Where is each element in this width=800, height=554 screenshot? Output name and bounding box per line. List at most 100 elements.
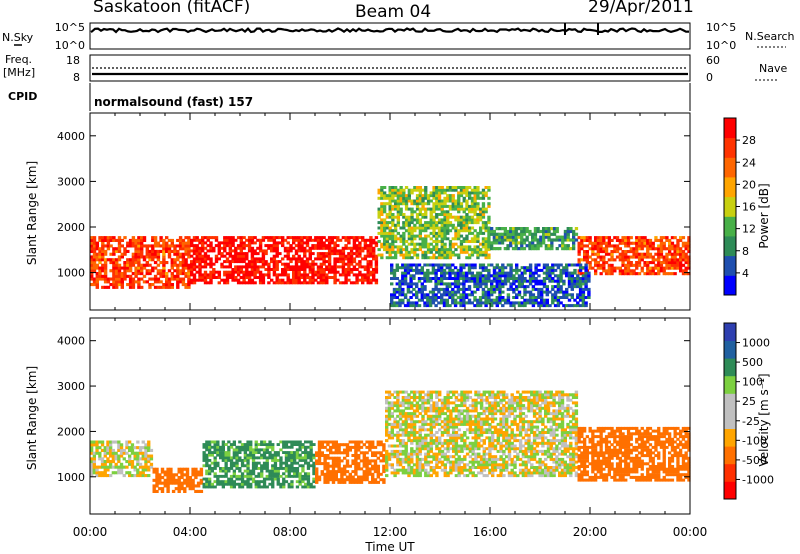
echo-cell [618, 238, 622, 242]
echo-cell [506, 235, 510, 239]
echo-cell [440, 218, 444, 222]
echo-cell [417, 279, 422, 283]
echo-cell [632, 247, 636, 251]
echo-cell [467, 263, 472, 267]
echo-cell [654, 236, 658, 240]
echo-cell [90, 460, 94, 464]
echo-cell [326, 464, 330, 468]
echo-cell [134, 274, 138, 278]
echo-cell [202, 456, 206, 460]
echo-cell [490, 274, 494, 278]
echo-cell [306, 485, 311, 489]
echo-cell [399, 237, 403, 241]
echo-cell [584, 301, 588, 305]
echo-cell [492, 298, 497, 302]
echo-cell [228, 244, 232, 248]
echo-cell [407, 250, 411, 254]
echo-cell [286, 257, 290, 261]
echo-cell [362, 478, 366, 482]
echo-cell [539, 244, 543, 248]
echo-cell [470, 221, 475, 225]
echo-cell [673, 261, 677, 265]
echo-cell [584, 277, 588, 280]
colorbar-segment [724, 255, 736, 276]
echo-cell [122, 451, 126, 455]
echo-cell [201, 257, 205, 261]
echo-cell [607, 238, 611, 242]
echo-cell [151, 236, 155, 240]
echo-cell [136, 471, 140, 475]
echo-cell [250, 262, 255, 266]
echo-cell [473, 279, 477, 283]
echo-cell [435, 199, 439, 203]
echo-cell [547, 229, 551, 234]
echo-cell [141, 465, 145, 469]
echo-cell [591, 247, 595, 251]
echo-cell [147, 474, 151, 478]
echo-cell [303, 262, 307, 266]
echo-cell [225, 244, 230, 248]
echo-cell [421, 196, 425, 200]
echo-cell [123, 252, 127, 256]
echo-cell [253, 270, 257, 274]
echo-cell [506, 271, 511, 275]
echo-cell [249, 469, 253, 473]
echo-cell [319, 246, 323, 250]
echo-cell [569, 229, 573, 234]
echo-cell [420, 277, 424, 280]
echo-cell [440, 287, 444, 291]
echo-cell [621, 263, 625, 267]
echo-cell [176, 252, 180, 256]
echo-cell [323, 467, 327, 471]
echo-cell [245, 268, 249, 271]
echo-cell [565, 271, 569, 275]
echo-cell [178, 280, 183, 284]
echo-cell [498, 266, 502, 270]
echo-cell [577, 261, 581, 265]
echo-cell [90, 269, 94, 273]
echo-cell [511, 247, 516, 251]
echo-cell [300, 273, 304, 277]
echo-cell [665, 263, 669, 267]
echo-cell [95, 448, 99, 452]
echo-cell [195, 252, 199, 256]
echo-cell [534, 266, 538, 270]
echo-cell [391, 186, 395, 189]
echo-cell [357, 448, 361, 452]
echo-cell [459, 298, 463, 302]
echo-cell [206, 281, 210, 285]
echo-cell [162, 285, 166, 289]
echo-cell [202, 451, 206, 454]
echo-cell [451, 196, 455, 200]
echo-cell [258, 246, 263, 250]
echo-cell [309, 453, 313, 457]
echo-cell [357, 462, 361, 466]
echo-cell [330, 270, 334, 274]
echo-cell [235, 482, 239, 486]
echo-cell [284, 467, 289, 470]
echo-cell [98, 451, 102, 455]
echo-cell [208, 464, 212, 468]
echo-cell [316, 246, 321, 250]
echo-cell [501, 304, 505, 308]
echo-cell [249, 445, 253, 449]
echo-cell [205, 453, 209, 457]
echo-cell [223, 265, 227, 269]
echo-cell [159, 274, 163, 278]
echo-cell [440, 204, 444, 208]
echo-cell [632, 241, 636, 245]
echo-cell [412, 428, 417, 432]
echo-cell [415, 396, 420, 399]
echo-cell [294, 249, 299, 253]
echo-cell [390, 263, 394, 267]
echo-cell [415, 285, 419, 289]
echo-cell [278, 273, 282, 277]
echo-cell [279, 456, 283, 460]
echo-cell [379, 454, 383, 457]
echo-cell [145, 269, 149, 273]
echo-cell [412, 439, 417, 443]
echo-cell [134, 252, 138, 256]
echo-cell [662, 261, 666, 265]
echo-cell [429, 207, 433, 211]
echo-cell [383, 194, 387, 198]
